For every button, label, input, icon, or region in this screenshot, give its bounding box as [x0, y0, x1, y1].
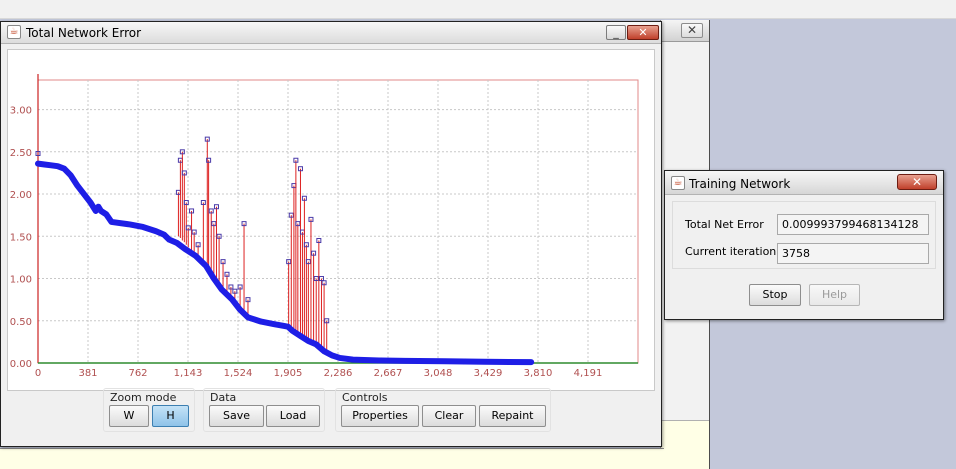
y-tick-label: 2.50: [10, 148, 32, 159]
y-tick-label: 3.00: [10, 106, 32, 117]
spike-marker: [301, 195, 307, 201]
controls-group-label: Controls: [342, 391, 388, 404]
spike-marker: [295, 221, 301, 227]
x-tick-label: 3,810: [524, 368, 553, 379]
spike-marker: [179, 149, 185, 155]
help-button[interactable]: Help: [809, 284, 860, 306]
spike-marker: [224, 271, 230, 277]
total-network-error-window: ☕ Total Network Error _ ✕ 0 381 762 1,143 1,…: [0, 21, 662, 447]
current-iteration-label: Current iteration: [685, 245, 777, 258]
x-tick-label: 1,905: [274, 368, 303, 379]
spike-marker: [288, 212, 294, 218]
total-net-error-field[interactable]: 0.009993799468134128: [777, 214, 929, 235]
spike-marker: [316, 238, 322, 244]
stop-button[interactable]: Stop: [749, 284, 801, 306]
properties-button[interactable]: Properties: [341, 405, 419, 427]
training-network-dialog: ☕ Training Network ✕ Total Net Error 0.0…: [664, 170, 944, 320]
spike-marker: [206, 157, 212, 163]
dialog-title: Training Network: [689, 177, 791, 191]
background-panel: [661, 420, 709, 469]
spike-marker: [189, 208, 195, 214]
spike-marker: [216, 233, 222, 239]
x-tick-label: 2,667: [374, 368, 403, 379]
dialog-close-button[interactable]: ✕: [897, 174, 937, 190]
error-series-line: [35, 160, 535, 366]
spike-marker: [293, 157, 299, 163]
window-title: Total Network Error: [26, 26, 142, 40]
spike-marker: [211, 221, 217, 227]
spike-marker: [308, 216, 314, 222]
background-close-button[interactable]: ✕: [681, 23, 703, 38]
spike-marker: [305, 259, 311, 265]
x-tick-label: 1,524: [224, 368, 253, 379]
x-tick-label: 0: [35, 368, 41, 379]
x-tick-label: 3,429: [474, 368, 503, 379]
zoom-height-button[interactable]: H: [152, 405, 189, 427]
java-cup-icon: ☕: [671, 176, 685, 190]
x-tick-label: 381: [78, 368, 97, 379]
spike-marker: [321, 280, 327, 286]
spike-marker: [195, 242, 201, 248]
dialog-titlebar: ☕ Training Network ✕: [665, 171, 943, 195]
spike-marker: [303, 242, 309, 248]
current-iteration-field[interactable]: 3758: [777, 243, 929, 264]
spike-marker: [324, 318, 330, 324]
background-bottom-panel: [0, 448, 664, 469]
error-chart: 0 381 762 1,143 1,524 1,905 2,286 2,667 3,048 3,4…: [7, 49, 655, 391]
spike-marker: [181, 170, 187, 176]
window-titlebar: ☕ Total Network Error _ ✕: [1, 22, 661, 44]
zoom-width-button[interactable]: W: [109, 405, 149, 427]
spike-marker: [241, 221, 247, 227]
spike-marker: [245, 297, 251, 303]
spike-marker: [286, 259, 292, 265]
repaint-button[interactable]: Repaint: [479, 405, 546, 427]
spike-marker: [200, 199, 206, 205]
spike-marker: [213, 204, 219, 210]
spike-marker: [204, 136, 210, 142]
background-window-titlebar: ✕: [661, 20, 709, 42]
data-group: Data Save Load: [203, 388, 325, 432]
x-tick-label: 4,191: [574, 368, 603, 379]
spike-marker: [311, 250, 317, 256]
y-tick-label: 0.00: [10, 359, 32, 370]
spike-marker: [228, 284, 234, 290]
load-button[interactable]: Load: [266, 405, 320, 427]
dialog-fields-panel: Total Net Error 0.009993799468134128 Cur…: [672, 201, 936, 269]
total-net-error-label: Total Net Error: [685, 218, 764, 231]
clear-button[interactable]: Clear: [422, 405, 476, 427]
y-tick-label: 1.00: [10, 275, 32, 286]
spike-marker: [220, 259, 226, 265]
minimize-button[interactable]: _: [606, 25, 626, 40]
start-marker: [35, 150, 41, 156]
x-tick-label: 1,143: [174, 368, 203, 379]
y-tick-label: 0.50: [10, 317, 32, 328]
spike-marker: [318, 276, 324, 282]
spike-marker: [183, 199, 189, 205]
y-tick-label: 2.00: [10, 190, 32, 201]
desktop-top-strip: [0, 0, 956, 19]
spike-marker: [185, 225, 191, 231]
controls-group: Controls Properties Clear Repaint: [335, 388, 551, 432]
spike-marker: [313, 276, 319, 282]
spike-marker: [237, 284, 243, 290]
save-button[interactable]: Save: [209, 405, 264, 427]
spike-marker: [208, 208, 214, 214]
spike-marker: [232, 288, 238, 294]
x-tick-label: 3,048: [424, 368, 453, 379]
spike-marker: [297, 166, 303, 172]
data-group-label: Data: [210, 391, 237, 404]
y-tick-label: 1.50: [10, 232, 32, 243]
zoom-mode-group: Zoom mode W H: [103, 388, 195, 432]
close-button[interactable]: ✕: [627, 25, 659, 40]
zoom-mode-label: Zoom mode: [110, 391, 177, 404]
x-tick-label: 762: [128, 368, 147, 379]
spike-marker: [191, 229, 197, 235]
error-chart-svg: 0 381 762 1,143 1,524 1,905 2,286 2,667 3,048 3,4…: [10, 74, 639, 379]
x-tick-label: 2,286: [324, 368, 353, 379]
java-cup-icon: ☕: [7, 25, 21, 39]
